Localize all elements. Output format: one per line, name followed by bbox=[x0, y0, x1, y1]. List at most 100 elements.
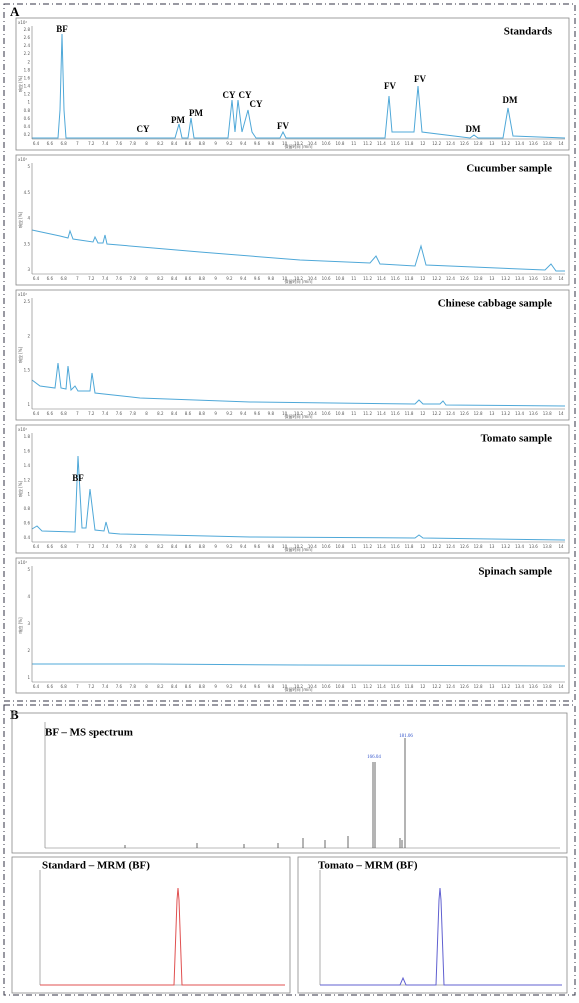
x-tick-label: 6.8 bbox=[60, 544, 67, 549]
x-tick-label: 8.8 bbox=[199, 544, 206, 549]
spectrum-frame bbox=[11, 712, 568, 854]
panel-b-border bbox=[3, 704, 576, 996]
x-tick-label: 11.4 bbox=[377, 544, 386, 549]
x-tick-label: 12.8 bbox=[474, 411, 483, 416]
trace bbox=[31, 229, 565, 272]
x-tick-label: 12 bbox=[420, 544, 426, 549]
x-tick-label: 10.4 bbox=[308, 276, 317, 281]
y-tick-label: 1 bbox=[27, 402, 30, 407]
x-tick-label: 13.6 bbox=[529, 141, 538, 146]
x-tick-label: 13.2 bbox=[501, 544, 510, 549]
x-tick-label: 9.2 bbox=[226, 411, 233, 416]
x-axis-label: 保留时间 [min] bbox=[285, 278, 313, 284]
x-tick-label: 13.6 bbox=[529, 544, 538, 549]
y-tick-label: 2 bbox=[27, 59, 30, 64]
x-tick-label: 10.4 bbox=[308, 141, 317, 146]
mrm-trace bbox=[320, 887, 562, 986]
x-tick-label: 7.4 bbox=[102, 684, 109, 689]
x-tick-label: 8.8 bbox=[199, 141, 206, 146]
x-tick-label: 12.2 bbox=[432, 276, 441, 281]
x-tick-label: 8 bbox=[145, 544, 148, 549]
x-tick-label: 13 bbox=[489, 411, 495, 416]
peak-label: DM bbox=[503, 95, 518, 105]
x-tick-label: 9 bbox=[214, 411, 217, 416]
x-tick-label: 12 bbox=[420, 684, 426, 689]
traces bbox=[31, 33, 566, 667]
x-tick-label: 11.8 bbox=[405, 141, 414, 146]
peak-label: CY bbox=[250, 99, 263, 109]
x-tick-label: 9.4 bbox=[240, 276, 247, 281]
peak-label: DM bbox=[466, 124, 481, 134]
x-tick-label: 6.4 bbox=[33, 544, 40, 549]
chart-title: Spinach sample bbox=[478, 566, 552, 578]
x-tick-label: 8.2 bbox=[157, 411, 164, 416]
x-tick-label: 8.4 bbox=[171, 411, 178, 416]
x-tick-label: 11.6 bbox=[391, 411, 400, 416]
y-tick-label: 1.6 bbox=[24, 75, 31, 80]
x-axis-label: 保留时间 [min] bbox=[285, 546, 313, 552]
y-tick-label: 0.6 bbox=[24, 116, 31, 121]
x-tick-label: 10.6 bbox=[322, 141, 331, 146]
x-tick-label: 6.8 bbox=[60, 141, 67, 146]
peak-label: FV bbox=[277, 121, 289, 131]
x-tick-label: 11.2 bbox=[363, 276, 372, 281]
x-tick-label: 7.8 bbox=[130, 544, 137, 549]
y-tick-label: 0.6 bbox=[24, 521, 31, 526]
x-tick-label: 6.6 bbox=[47, 411, 54, 416]
x-tick-label: 10.4 bbox=[308, 411, 317, 416]
x-tick-label: 12.8 bbox=[474, 544, 483, 549]
y-tick-label: 3 bbox=[27, 621, 30, 626]
x-tick-label: 13.4 bbox=[515, 276, 524, 281]
y-tick-label: 1.4 bbox=[24, 84, 31, 89]
x-tick-label: 13 bbox=[489, 544, 495, 549]
x-tick-label: 7.2 bbox=[88, 684, 95, 689]
y-tick-label: 2.8 bbox=[24, 27, 31, 32]
mrm-title: Standard – MRM (BF) bbox=[42, 860, 150, 872]
x-tick-label: 9.2 bbox=[226, 276, 233, 281]
chart-frame bbox=[15, 557, 570, 694]
y-tick-label: 1.2 bbox=[24, 92, 31, 97]
peak-label: FV bbox=[414, 74, 426, 84]
x-tick-label: 12.4 bbox=[446, 276, 455, 281]
ms-spectrum: BF – MS spectrum 166.04 181.06 bbox=[11, 712, 568, 854]
x-tick-label: 6.6 bbox=[47, 684, 54, 689]
x-tick-label: 7 bbox=[76, 141, 79, 146]
x-tick-label: 10.2 bbox=[294, 544, 303, 549]
x-tick-label: 11.8 bbox=[405, 276, 414, 281]
x-tick-label: 8.4 bbox=[171, 544, 178, 549]
x-tick-label: 6.4 bbox=[33, 141, 40, 146]
x-tick-label: 8.6 bbox=[185, 684, 192, 689]
panel-a-border bbox=[3, 3, 576, 702]
x-tick-label: 6.6 bbox=[47, 544, 54, 549]
x-tick-label: 12.4 bbox=[446, 544, 455, 549]
y-tick-label: 3 bbox=[27, 267, 30, 272]
x-tick-label: 9.8 bbox=[268, 141, 275, 146]
x-tick-label: 9.2 bbox=[226, 684, 233, 689]
x-tick-label: 13.2 bbox=[501, 141, 510, 146]
y-axis-label: 响应 [%] bbox=[17, 211, 23, 228]
x-tick-label: 7.8 bbox=[130, 411, 137, 416]
x-tick-label: 12.6 bbox=[460, 411, 469, 416]
x-tick-label: 7.6 bbox=[116, 684, 123, 689]
x-tick-label: 12 bbox=[420, 276, 426, 281]
x-tick-label: 11 bbox=[351, 544, 357, 549]
peak-label: PM bbox=[171, 115, 185, 125]
x-tick-label: 7.4 bbox=[102, 411, 109, 416]
x-tick-label: 13.4 bbox=[515, 544, 524, 549]
y-tick-label: 2.2 bbox=[24, 51, 31, 56]
x-tick-label: 7.4 bbox=[102, 276, 109, 281]
x-tick-label: 12.8 bbox=[474, 141, 483, 146]
x-tick-label: 7.6 bbox=[116, 411, 123, 416]
y-tick-label: 1 bbox=[27, 492, 30, 497]
x-tick-label: 12.6 bbox=[460, 544, 469, 549]
x-tick-label: 9.2 bbox=[226, 544, 233, 549]
y-tick-label: 2.4 bbox=[24, 43, 31, 48]
x-tick-label: 12 bbox=[420, 141, 426, 146]
peak-label: CY bbox=[137, 124, 150, 134]
x-tick-label: 14 bbox=[558, 276, 564, 281]
y-tick-label: 4 bbox=[27, 216, 30, 221]
x-tick-label: 8.6 bbox=[185, 141, 192, 146]
chromatogram: Spinach sample x10² 响应 [%] 保留时间 [min] 6.4 6.6… bbox=[15, 557, 570, 694]
peak-label: BF bbox=[56, 24, 68, 34]
x-tick-label: 8 bbox=[145, 684, 148, 689]
